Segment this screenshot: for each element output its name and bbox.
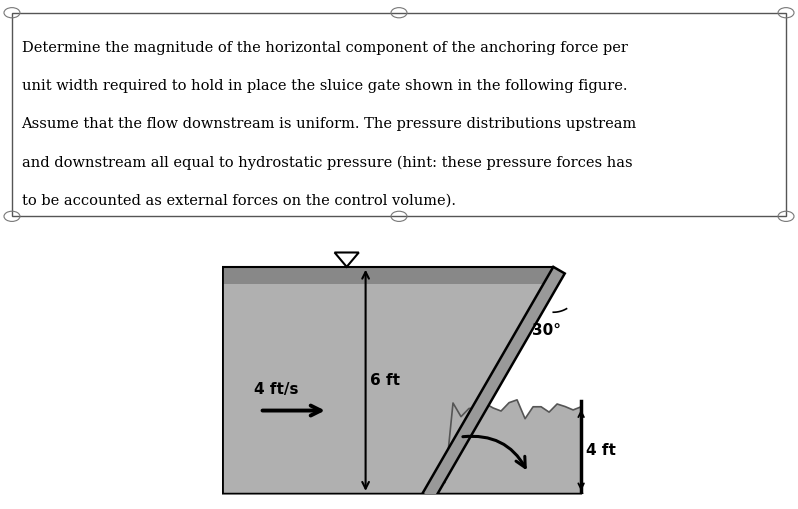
Polygon shape (222, 267, 553, 494)
Text: to be accounted as external forces on the control volume).: to be accounted as external forces on th… (22, 193, 456, 208)
Text: Assume that the flow downstream is uniform. The pressure distributions upstream: Assume that the flow downstream is unifo… (22, 117, 637, 131)
Polygon shape (434, 400, 581, 494)
Text: 6 ft: 6 ft (370, 373, 400, 388)
Text: unit width required to hold in place the sluice gate shown in the following figu: unit width required to hold in place the… (22, 79, 627, 93)
Polygon shape (422, 267, 565, 500)
Polygon shape (222, 267, 553, 284)
Text: Determine the magnitude of the horizontal component of the anchoring force per: Determine the magnitude of the horizonta… (22, 41, 627, 55)
FancyArrowPatch shape (463, 436, 525, 467)
Text: and downstream all equal to hydrostatic pressure (hint: these pressure forces ha: and downstream all equal to hydrostatic … (22, 155, 632, 169)
Text: 4 ft: 4 ft (586, 443, 615, 458)
Text: 4 ft/s: 4 ft/s (254, 382, 298, 397)
Text: 30°: 30° (532, 323, 562, 338)
